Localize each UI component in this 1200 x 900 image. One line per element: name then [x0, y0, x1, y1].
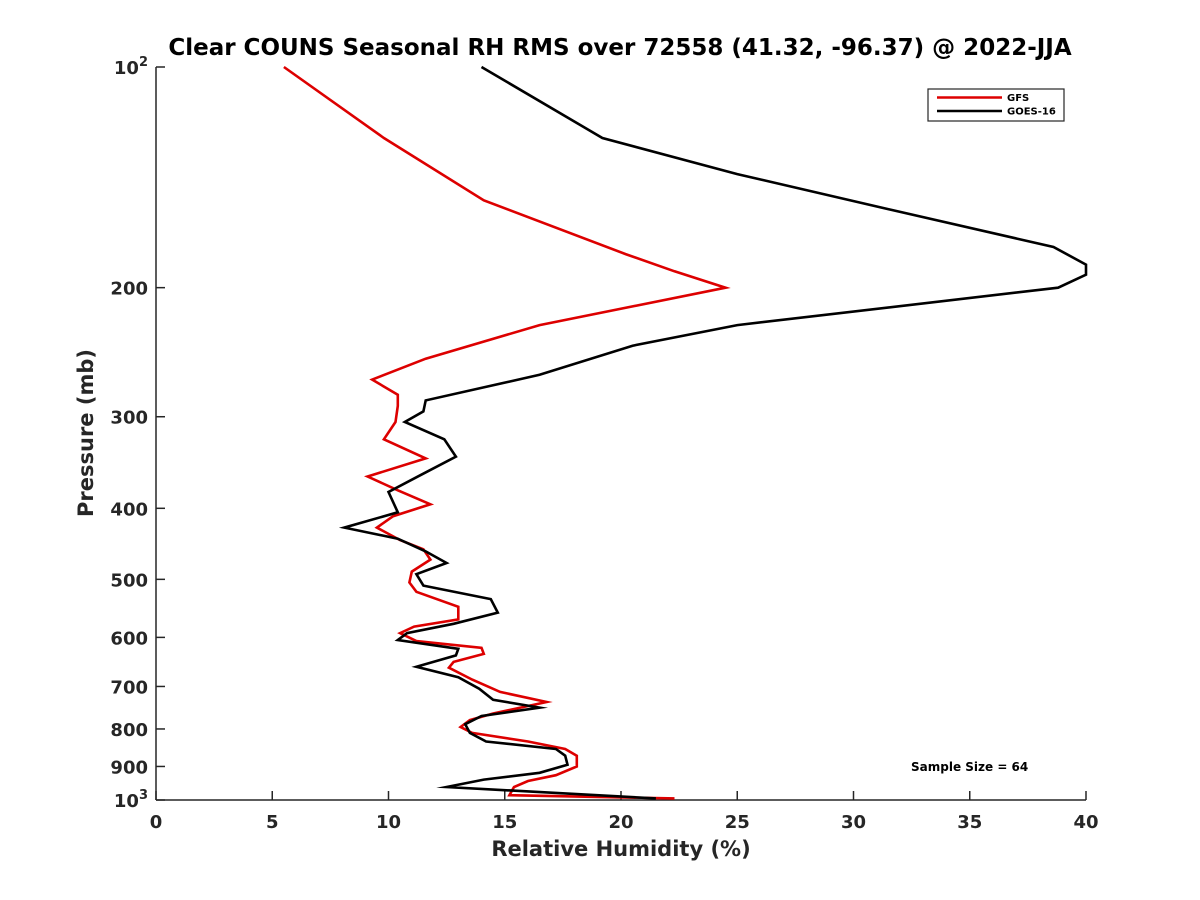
- y-tick-label: 700: [110, 677, 148, 698]
- y-tick-label: 800: [110, 720, 148, 741]
- y-tick-label: 102: [114, 55, 148, 79]
- y-tick-label: 103: [114, 788, 148, 812]
- x-tick-label: 25: [725, 812, 750, 833]
- sample-size-annotation: Sample Size = 64: [911, 760, 1028, 774]
- x-tick-label: 20: [608, 812, 633, 833]
- legend-label-gfs: GFS: [1007, 93, 1029, 104]
- y-tick-label: 400: [110, 499, 148, 520]
- y-tick-label: 300: [110, 408, 148, 429]
- y-tick-label: 200: [110, 279, 148, 300]
- y-tick-label: 900: [110, 757, 148, 778]
- series-lines: [283, 65, 1088, 800]
- y-tick-exponent: 2: [139, 55, 148, 70]
- x-tick-label: 5: [266, 812, 279, 833]
- x-axis-label: Relative Humidity (%): [491, 837, 750, 861]
- legend-label-goes16: GOES-16: [1007, 107, 1056, 118]
- y-tick-base: 10: [114, 791, 139, 812]
- x-tick-label: 40: [1073, 812, 1098, 833]
- chart-title: Clear COUNS Seasonal RH RMS over 72558 (…: [168, 35, 1072, 61]
- x-tick-label: 35: [957, 812, 982, 833]
- y-tick-label: 600: [110, 628, 148, 649]
- y-axis-label: Pressure (mb): [74, 349, 98, 517]
- series-line-goes16: [338, 65, 1088, 800]
- x-tick-label: 15: [492, 812, 517, 833]
- legend: GFS GOES-16: [927, 88, 1065, 122]
- x-tick-label: 30: [841, 812, 866, 833]
- legend-box: [927, 88, 1065, 122]
- x-axis-ticks: 0 5 10 15 20 25 30 35 40: [150, 791, 1099, 833]
- x-tick-label: 0: [150, 812, 163, 833]
- x-tick-label: 10: [376, 812, 401, 833]
- series-line-gfs: [283, 65, 731, 800]
- y-tick-base: 10: [114, 58, 139, 79]
- y-tick-exponent: 3: [139, 788, 148, 803]
- y-tick-label: 500: [110, 570, 148, 591]
